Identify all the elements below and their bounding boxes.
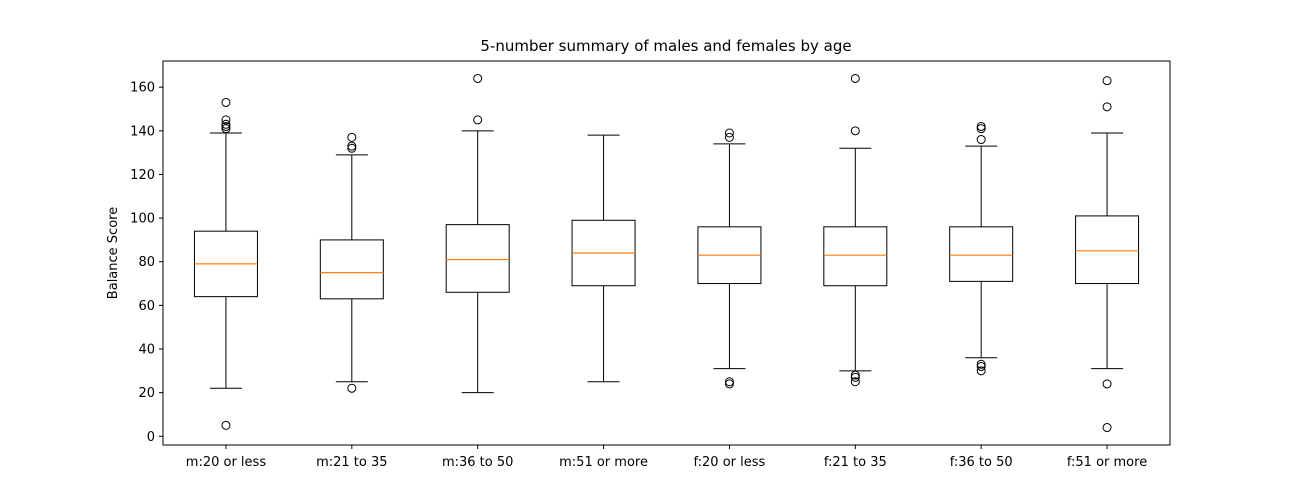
outlier-point bbox=[724, 377, 734, 387]
iqr-box bbox=[445, 224, 510, 293]
outlier-point bbox=[724, 379, 734, 389]
y-tick-label: 80 bbox=[138, 255, 155, 270]
iqr-box bbox=[949, 226, 1014, 282]
outlier-point bbox=[976, 366, 986, 376]
outlier-point bbox=[473, 73, 483, 83]
x-tick-label: m:20 or less bbox=[186, 455, 267, 470]
outlier-point bbox=[976, 135, 986, 145]
plot-frame bbox=[162, 60, 1171, 446]
iqr-box bbox=[1075, 215, 1140, 285]
y-tick-label: 160 bbox=[130, 81, 155, 96]
outlier-point bbox=[850, 370, 860, 380]
outlier-point bbox=[1102, 379, 1112, 389]
outlier-point bbox=[976, 359, 986, 369]
outlier-point bbox=[347, 143, 357, 153]
x-tick-label: m:36 to 50 bbox=[442, 455, 513, 470]
y-axis-label: Balance Score bbox=[106, 207, 121, 299]
outlier-point bbox=[976, 121, 986, 131]
outlier-point bbox=[347, 383, 357, 393]
outlier-point bbox=[976, 361, 986, 371]
x-tick-label: m:51 or more bbox=[559, 455, 648, 470]
outlier-point bbox=[221, 97, 231, 107]
y-tick-label: 140 bbox=[130, 124, 155, 139]
x-tick-label: f:36 to 50 bbox=[950, 455, 1013, 470]
y-tick-label: 120 bbox=[130, 168, 155, 183]
y-tick-label: 20 bbox=[138, 386, 155, 401]
outlier-point bbox=[850, 126, 860, 136]
outlier-point bbox=[850, 73, 860, 83]
outlier-point bbox=[850, 372, 860, 382]
outlier-point bbox=[221, 119, 231, 129]
outlier-point bbox=[221, 420, 231, 430]
outlier-point bbox=[473, 115, 483, 125]
x-tick-label: f:20 or less bbox=[694, 455, 766, 470]
outlier-point bbox=[724, 128, 734, 138]
outlier-point bbox=[221, 121, 231, 131]
chart-title: 5-number summary of males and females by… bbox=[480, 37, 851, 55]
outlier-point bbox=[1102, 102, 1112, 112]
y-tick-label: 40 bbox=[138, 343, 155, 358]
x-tick-label: f:51 or more bbox=[1067, 455, 1147, 470]
x-tick-label: f:21 to 35 bbox=[824, 455, 887, 470]
y-tick-label: 0 bbox=[147, 430, 155, 445]
plot-area: 0 20 40 60 80 100 120 140 160 m:20 or less m:21 to… bbox=[130, 73, 1147, 470]
y-tick-label: 100 bbox=[130, 212, 155, 227]
outlier-point bbox=[850, 377, 860, 387]
outlier-point bbox=[724, 132, 734, 142]
x-tick-label: m:21 to 35 bbox=[316, 455, 387, 470]
outlier-point bbox=[1102, 423, 1112, 433]
outlier-point bbox=[347, 141, 357, 151]
outlier-point bbox=[1102, 76, 1112, 86]
outlier-point bbox=[221, 124, 231, 134]
y-tick-label: 60 bbox=[138, 299, 155, 314]
outlier-point bbox=[221, 115, 231, 125]
outlier-point bbox=[976, 124, 986, 134]
outlier-point bbox=[347, 132, 357, 142]
iqr-box bbox=[823, 226, 888, 287]
iqr-box bbox=[319, 239, 384, 300]
